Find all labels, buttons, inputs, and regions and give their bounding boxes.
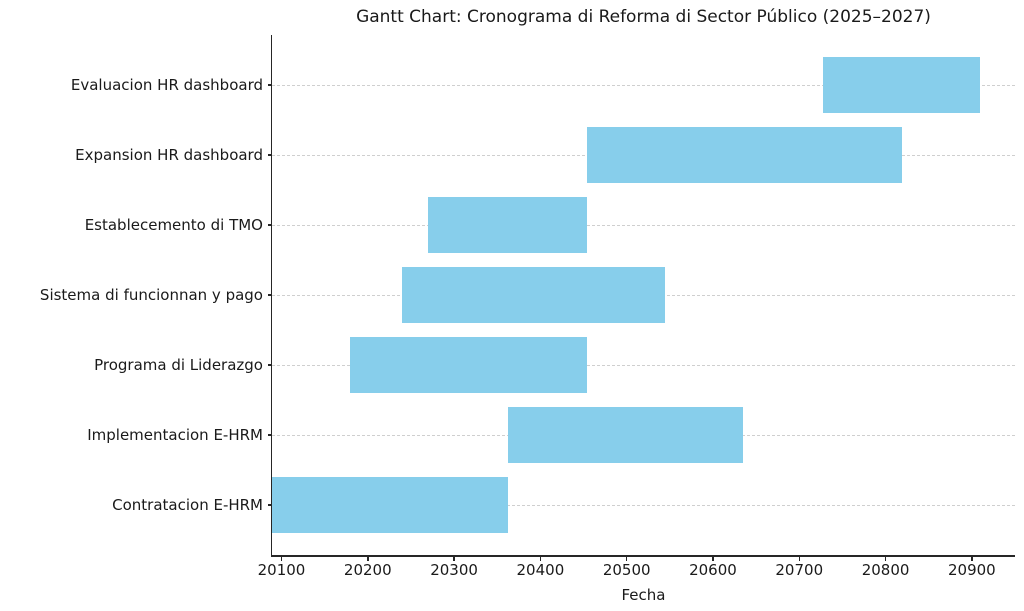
x-tick-mark	[539, 556, 542, 561]
task-bar	[402, 267, 665, 323]
task-bar	[507, 407, 744, 463]
y-tick-label: Implementacion E-HRM	[87, 426, 263, 444]
x-tick-mark	[453, 556, 455, 561]
grid-line	[272, 85, 1015, 86]
x-tick-label: 20300	[430, 561, 478, 579]
x-tick-label: 20500	[602, 561, 651, 579]
x-axis-spine	[270, 555, 1015, 557]
y-tick-label: Evaluacion HR dashboard	[70, 76, 263, 94]
x-tick-label: 20600	[689, 561, 737, 579]
y-tick-label: Establecemento di TMO	[84, 216, 263, 234]
x-tick-label: 20800	[861, 561, 910, 579]
y-tick-mark	[267, 364, 272, 366]
task-bar	[822, 57, 980, 113]
task-bar	[349, 337, 587, 393]
x-tick-label: 20400	[516, 561, 565, 579]
plot-area	[272, 35, 1015, 555]
y-tick-mark	[267, 224, 272, 226]
grid-line	[272, 365, 1015, 366]
grid-line	[272, 225, 1015, 226]
y-tick-mark	[267, 154, 272, 156]
x-tick-mark	[280, 556, 283, 561]
x-tick-mark	[798, 556, 800, 561]
y-tick-mark	[267, 434, 272, 436]
y-tick-mark	[267, 504, 272, 506]
y-tick-mark	[267, 294, 272, 296]
chart-title: Gantt Chart: Cronograma di Reforma di Se…	[356, 7, 931, 27]
y-tick-label: Expansion HR dashboard	[75, 146, 263, 164]
x-axis-title: Fecha	[621, 586, 666, 604]
grid-line	[272, 505, 1015, 506]
y-tick-label: Programa di Liderazgo	[94, 356, 263, 374]
x-tick-label: 20700	[775, 561, 824, 579]
task-bar	[272, 477, 508, 533]
x-tick-label: 20100	[257, 561, 306, 579]
x-tick-mark	[971, 556, 973, 561]
task-bar	[428, 197, 587, 253]
y-axis-labels: Evaluacion HR dashboard Expansion HR dash…	[0, 35, 263, 555]
x-tick-label: 20900	[947, 561, 996, 579]
x-tick-label: 20200	[343, 561, 392, 579]
y-tick-label: Contratacion E-HRM	[112, 496, 263, 514]
x-tick-mark	[367, 556, 369, 561]
y-axis-spine	[270, 35, 272, 557]
x-tick-mark	[884, 556, 887, 561]
x-tick-mark	[625, 556, 628, 561]
y-tick-mark	[267, 84, 272, 86]
y-tick-label: Sistema di funcionnan y pago	[39, 286, 263, 304]
task-bar	[586, 127, 902, 183]
x-tick-mark	[712, 556, 714, 561]
